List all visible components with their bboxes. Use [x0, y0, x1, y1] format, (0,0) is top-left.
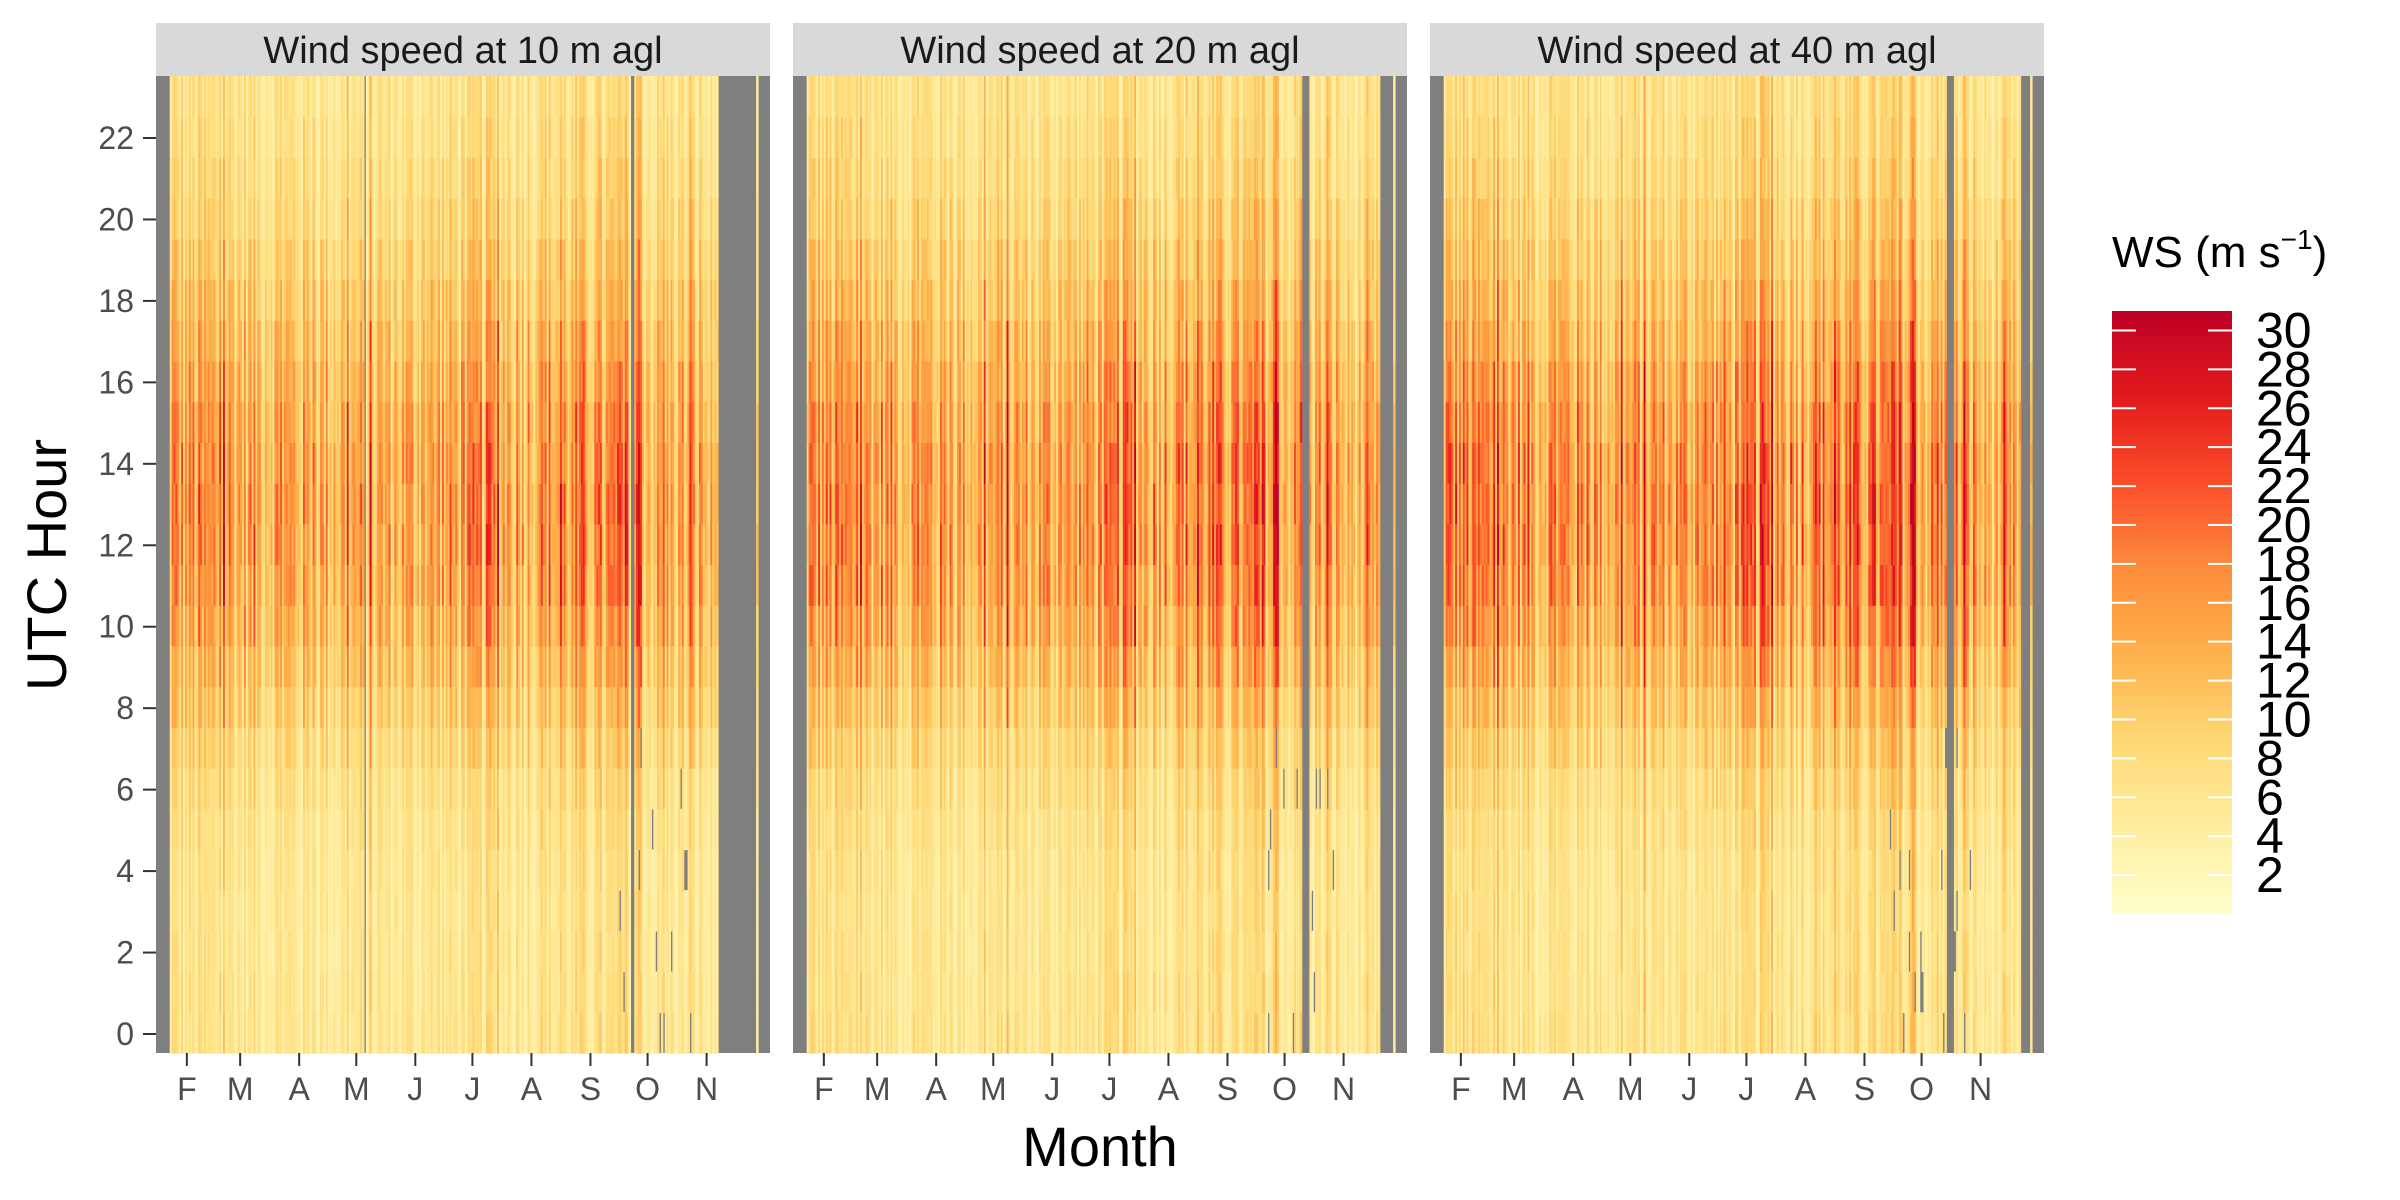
heatmap-cell	[362, 198, 365, 239]
heatmap-cell	[362, 280, 365, 321]
heatmap-cell	[362, 768, 365, 809]
heatmap-cell	[362, 239, 365, 280]
heatmap-cell	[362, 565, 365, 606]
heatmap-cell	[362, 972, 365, 1013]
heatmap-cell	[362, 76, 365, 117]
heatmap-cell	[362, 687, 365, 728]
heatmap-cell	[362, 890, 365, 931]
heatmap-cell	[362, 320, 365, 361]
heatmap-cell	[362, 809, 365, 850]
heatmap-cell	[362, 483, 365, 524]
heatmap-cell	[362, 605, 365, 646]
panel-title: Wind speed at 10 m agl	[263, 30, 662, 72]
heatmap-cell	[362, 931, 365, 972]
heatmap-cell	[362, 849, 365, 890]
heatmap-cell	[362, 1012, 365, 1053]
heatmap-cell	[362, 727, 365, 768]
panel-10m: Wind speed at 10 m agl	[156, 23, 770, 1054]
heatmap-cell	[362, 361, 365, 402]
heatmap-cell	[362, 442, 365, 483]
heatmap-cell	[362, 646, 365, 687]
heatmap-cell	[362, 402, 365, 443]
heatmap-cell	[362, 117, 365, 158]
heatmap-cell	[362, 524, 365, 565]
heatmap-cell	[362, 157, 365, 198]
heatmap-cells	[170, 76, 759, 1054]
